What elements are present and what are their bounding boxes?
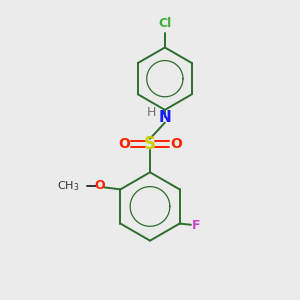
Text: H: H: [147, 106, 156, 119]
Text: N: N: [158, 110, 171, 125]
Text: F: F: [191, 219, 200, 232]
Text: O: O: [118, 137, 130, 151]
Text: Cl: Cl: [158, 17, 172, 30]
Text: O: O: [94, 179, 105, 192]
Text: CH$_3$: CH$_3$: [57, 179, 80, 193]
Text: S: S: [144, 135, 156, 153]
Text: O: O: [170, 137, 182, 151]
